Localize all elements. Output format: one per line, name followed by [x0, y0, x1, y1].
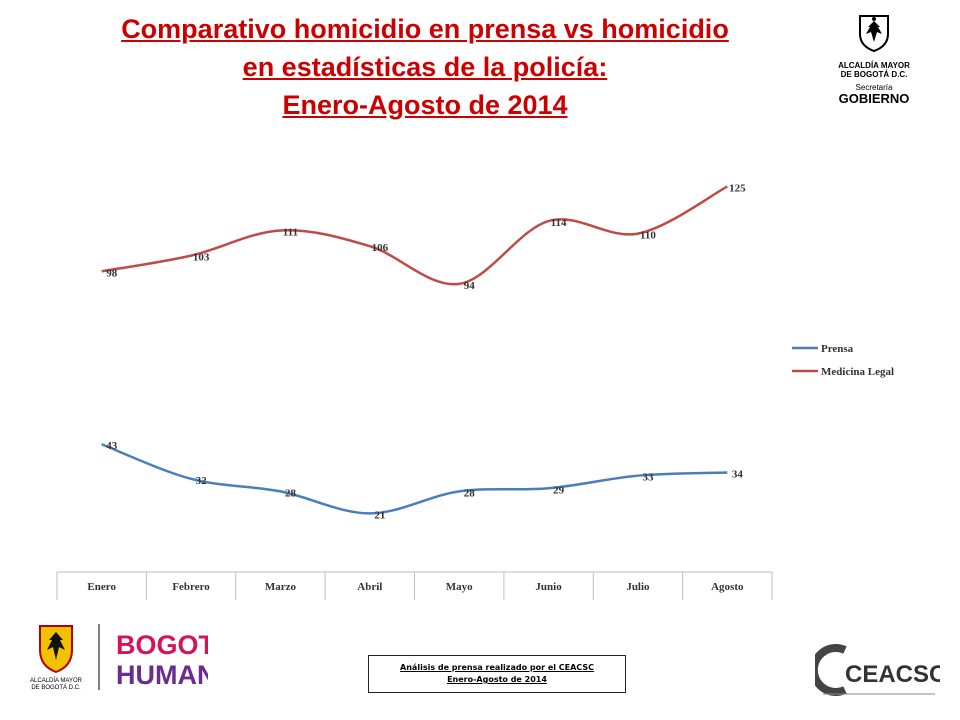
ceacsc-text: CEACSC	[845, 661, 940, 688]
x-tick-label: Febrero	[172, 581, 210, 593]
data-label: 43	[106, 440, 118, 452]
data-label: 125	[729, 182, 746, 194]
coat-of-arms-icon	[859, 15, 889, 53]
legend-label-prensa: Prensa	[821, 343, 854, 355]
x-tick-label: Marzo	[265, 581, 297, 593]
x-tick-label: Agosto	[711, 581, 744, 593]
data-label: 28	[285, 487, 297, 499]
x-axis: Enero Febrero Marzo Abril Mayo Junio Julio Agos…	[56, 571, 773, 600]
logo-top-line-1: ALCALDÍA MAYOR	[838, 61, 910, 70]
logo-top-line-4: GOBIERNO	[838, 91, 910, 106]
x-tick-label: Junio	[535, 581, 562, 593]
title-line-3: Enero-Agosto de 2014	[282, 90, 568, 120]
logo-top-line-3: Secretaría	[855, 83, 893, 92]
legend: Prensa Medicina Legal	[792, 343, 894, 378]
data-label: 94	[464, 280, 476, 292]
data-label: 111	[283, 226, 298, 238]
alcaldia-gobierno-logo: ALCALDÍA MAYOR DE BOGOTÁ D.C. Secretaría…	[828, 14, 920, 110]
data-label: 110	[640, 230, 656, 242]
title-line-1: Comparativo homicidio en prensa vs homic…	[121, 14, 729, 44]
data-label: 28	[464, 487, 476, 499]
series-line-medicina-legal	[101, 185, 728, 286]
source-note: Análisis de prensa realizado por el CEAC…	[368, 655, 626, 693]
title-line-2: en estadísticas de la policía:	[242, 52, 608, 82]
ceacsc-c-mark	[815, 644, 847, 696]
data-label: 33	[642, 472, 654, 484]
x-tick-label: Abril	[357, 581, 382, 593]
data-label: 29	[553, 484, 565, 496]
logo-bogota-line-1: ALCALDÍA MAYOR	[30, 677, 83, 684]
data-label: 21	[374, 509, 385, 521]
x-tick-label: Enero	[87, 581, 116, 593]
data-label: 32	[196, 475, 208, 487]
logo-bogota-word-2: HUMANA	[116, 660, 208, 690]
data-label: 98	[106, 267, 118, 279]
source-line-1: Análisis de prensa realizado por el CEAC…	[400, 663, 594, 672]
logo-top-line-2: DE BOGOTÁ D.C.	[840, 70, 908, 79]
bogota-humana-logo: ALCALDÍA MAYOR DE BOGOTÁ D.C. BOGOTÁ HUM…	[30, 624, 208, 691]
x-tick-label: Mayo	[446, 581, 473, 593]
logo-bogota-line-2: DE BOGOTÁ D.C.	[31, 684, 81, 691]
data-label: 114	[551, 217, 567, 229]
coat-of-arms-icon	[39, 625, 73, 674]
data-label: 103	[193, 252, 210, 264]
data-label: 34	[732, 469, 744, 481]
source-line-2: Enero-Agosto de 2014	[447, 675, 547, 684]
legend-label-medicina-legal: Medicina Legal	[821, 366, 894, 378]
data-label: 106	[372, 242, 389, 254]
chart-title: Comparativo homicidio en prensa vs homic…	[10, 10, 840, 124]
x-tick-label: Julio	[626, 581, 650, 593]
ceacsc-logo: CEACSC	[815, 644, 940, 696]
logo-bogota-word-1: BOGOTÁ	[116, 629, 208, 660]
series-line-prensa	[101, 443, 728, 515]
